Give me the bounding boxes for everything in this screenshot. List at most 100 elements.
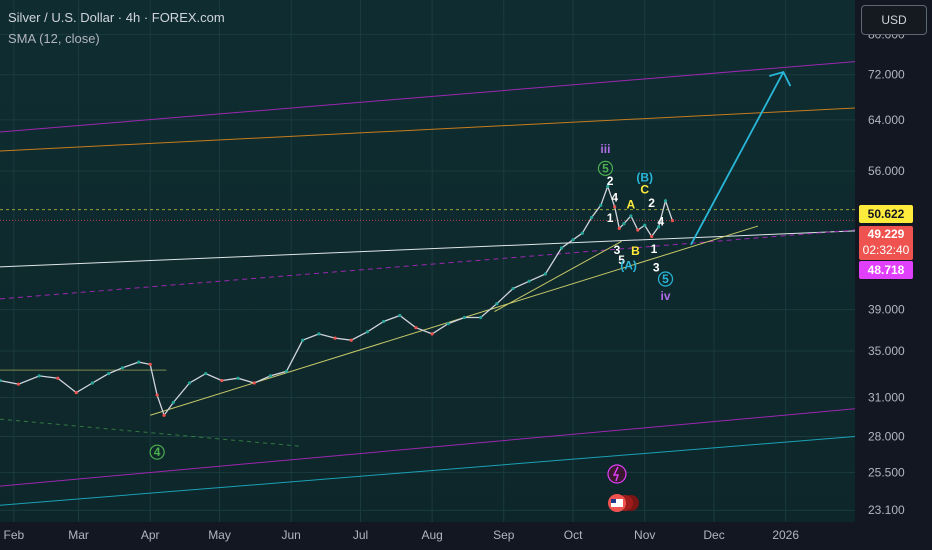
price-tick-label: 64.000 — [868, 113, 905, 127]
currency-button[interactable]: USD — [861, 5, 927, 35]
wave-label: 3 — [614, 243, 621, 257]
time-axis-panel — [0, 522, 932, 550]
us-flag-canton — [610, 499, 616, 503]
price-point — [317, 332, 321, 336]
channel-upper-orange — [0, 107, 856, 152]
wave-label: 4 — [154, 445, 161, 459]
price-point — [617, 226, 621, 231]
wave-label: C — [640, 183, 649, 197]
time-tick-label: Feb — [4, 528, 25, 542]
time-tick-label: Nov — [634, 528, 655, 542]
price-tick-label: 72.000 — [868, 68, 905, 82]
time-tick-label: Oct — [564, 528, 583, 542]
price-tag-yellow: 50.622 — [859, 205, 913, 223]
price-tick-label: 56.000 — [868, 164, 905, 178]
price-point — [629, 214, 633, 218]
price-point — [527, 279, 531, 283]
price-point — [107, 371, 111, 376]
price-point — [543, 272, 547, 276]
channel-lower-teal — [0, 436, 856, 506]
price-point — [137, 360, 141, 364]
price-point — [171, 400, 175, 405]
last-price-value: 49.229 — [867, 227, 905, 241]
event-flash-icon — [607, 464, 627, 484]
price-point — [333, 336, 337, 340]
price-point — [622, 222, 626, 226]
forecast-arrow-head — [769, 70, 792, 87]
time-tick-label: Apr — [141, 528, 160, 542]
price-point — [479, 315, 483, 320]
wave-label: B — [631, 244, 640, 258]
price-point — [580, 231, 584, 235]
price-point — [462, 315, 467, 320]
time-tick-label: Sep — [493, 528, 515, 542]
wave-label: iv — [661, 289, 671, 303]
channel-lower-purple — [0, 408, 856, 487]
wave-label: 2 — [648, 196, 655, 210]
price-point — [663, 199, 668, 203]
wave-label: 4 — [611, 191, 618, 205]
price-tick-label: 25.500 — [868, 465, 905, 479]
price-tag-magenta: 48.718 — [859, 261, 913, 279]
price-point — [236, 376, 240, 380]
price-tag-last: 49.229 02:32:40 — [859, 226, 913, 260]
price-point — [301, 338, 305, 342]
time-tick-label: Jun — [281, 528, 300, 542]
time-tick-label: Jul — [353, 528, 368, 542]
price-tick-label: 31.000 — [868, 391, 905, 405]
price-point — [606, 184, 610, 188]
wave-label: 1 — [607, 211, 614, 225]
sma-indicator-label[interactable]: SMA (12, close) — [8, 31, 100, 46]
price-point — [252, 381, 256, 385]
price-point — [446, 321, 450, 326]
time-tick-label: 2026 — [772, 528, 799, 542]
channel-middle-dashed — [0, 229, 856, 300]
price-point — [670, 218, 675, 223]
price-point — [37, 374, 41, 378]
price-point — [74, 391, 78, 395]
price-point — [56, 376, 60, 380]
old-support-dashed — [0, 418, 301, 447]
rising-trendline — [150, 225, 759, 416]
price-tick-label: 28.000 — [868, 430, 905, 444]
price-point — [650, 234, 654, 239]
price-point — [155, 393, 159, 397]
us-flag-stripes — [610, 499, 623, 507]
wave-label: 2 — [607, 174, 614, 188]
price-point — [220, 378, 224, 383]
wave-label: (B) — [636, 170, 653, 184]
price-point — [414, 326, 418, 330]
price-point — [90, 381, 95, 385]
price-point — [0, 379, 2, 383]
time-tick-label: Aug — [421, 528, 442, 542]
price-point — [571, 238, 575, 242]
time-tick-label: Mar — [68, 528, 89, 542]
price-point — [349, 338, 353, 342]
bar-countdown: 02:32:40 — [862, 243, 910, 257]
wave-label: iii — [600, 142, 610, 156]
wave-label: A — [627, 197, 636, 211]
wave-label-circle — [597, 160, 614, 176]
price-point — [268, 374, 272, 378]
lightning-icon — [612, 466, 619, 482]
price-point — [120, 366, 125, 370]
wave-label: 5 — [618, 253, 625, 267]
channel-upper-purple — [0, 61, 856, 133]
wave-label: 1 — [651, 242, 658, 256]
price-point — [495, 302, 499, 306]
price-tick-label: 23.100 — [868, 503, 905, 517]
wave-label-circle — [657, 271, 674, 287]
price-point — [162, 413, 166, 417]
time-tick-label: Dec — [703, 528, 724, 542]
wave-label: 4 — [658, 214, 665, 228]
symbol-title[interactable]: Silver / U.S. Dollar · 4h · FOREX.com — [8, 10, 225, 25]
price-tick-label: 39.000 — [868, 303, 905, 317]
wave-label: 3 — [653, 260, 660, 274]
price-point — [599, 203, 603, 207]
price-point — [613, 205, 617, 209]
price-point — [16, 382, 21, 386]
price-point — [284, 369, 289, 373]
price-point — [636, 228, 640, 232]
